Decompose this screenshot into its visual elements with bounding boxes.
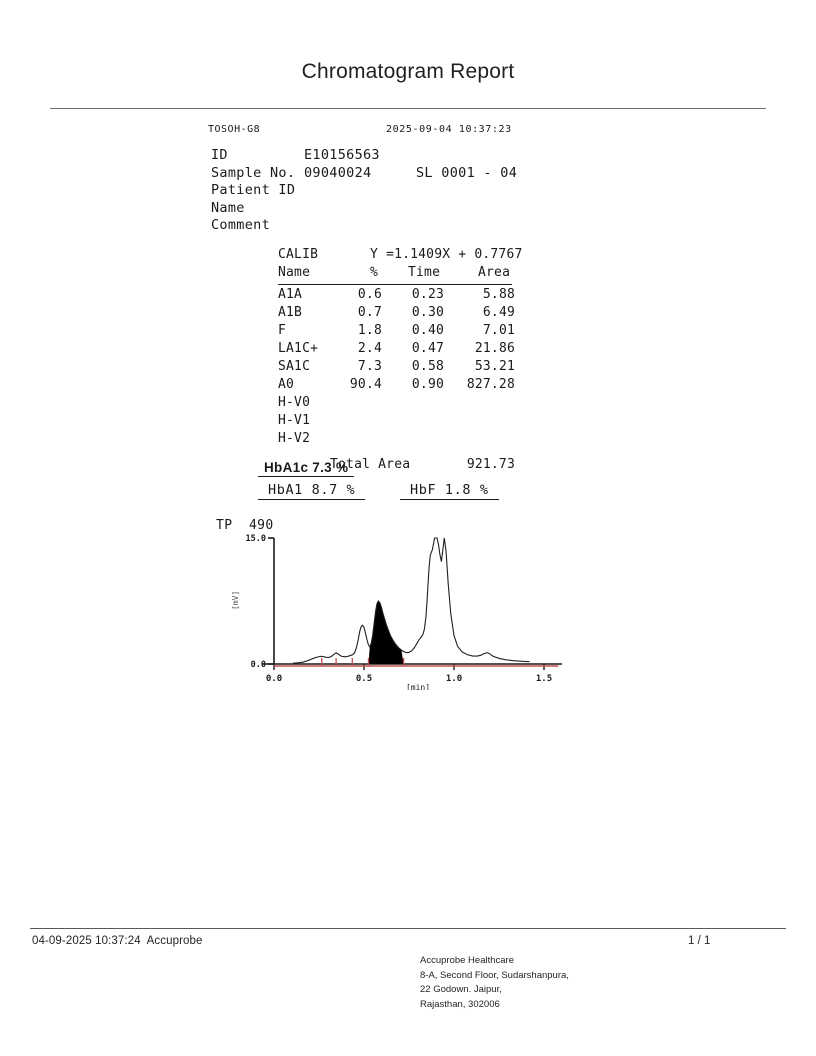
plot-content (274, 537, 559, 667)
table-row: A1A 0.6 0.23 5.88 (278, 287, 528, 305)
x-tick-label-0: 0.0 (266, 674, 282, 684)
field-row-sample-no: Sample No. 09040024 SL 0001 - 04 (208, 165, 608, 182)
title-divider (50, 108, 766, 109)
table-row: SA1C 7.3 0.58 53.21 (278, 359, 528, 377)
chromatogram: TP 490 15.0 0.0 [mV] 0.0 0.5 1.0 1.5 [mi… (214, 518, 574, 690)
x-axis-label: [min] (406, 683, 430, 690)
total-area-value: 921.73 (466, 457, 515, 472)
cell-percent: 7.3 (357, 359, 382, 374)
x-tick-label-3: 1.5 (536, 674, 552, 684)
footer-address: Accuprobe Healthcare 8-A, Second Floor, … (420, 954, 569, 1012)
field-row-id: ID E10156563 (208, 147, 608, 164)
cell-time: 0.58 (411, 359, 444, 374)
address-line: Accuprobe Healthcare (420, 955, 514, 966)
table-row: F 1.8 0.40 7.01 (278, 323, 528, 341)
table-row: A0 90.4 0.90 827.28 (278, 377, 528, 395)
cell-time: 0.40 (411, 323, 444, 338)
cell-area: 7.01 (482, 323, 515, 338)
cell-name: SA1C (278, 359, 311, 374)
filled-peak-sa1c (368, 601, 404, 664)
chromatogram-trace (292, 537, 530, 664)
cell-percent: 0.6 (357, 287, 382, 302)
calibration-label: CALIB (278, 247, 319, 262)
machine-name: TOSOH-G8 (208, 124, 261, 135)
field-row-patient-id: Patient ID (208, 182, 608, 199)
footer-page-number: 1 / 1 (688, 935, 711, 947)
table-row: A1B 0.7 0.30 6.49 (278, 305, 528, 323)
tp-label: TP 490 (216, 518, 274, 533)
y-tick-label-min: 0.0 (251, 660, 266, 670)
tp-value: 490 (248, 518, 274, 533)
field-label: Patient ID (211, 182, 296, 199)
cell-area: 5.88 (482, 287, 515, 302)
footer-timestamp: 04-09-2025 10:37:24 Accuprobe (32, 935, 203, 947)
y-tick-label-max: 15.0 (246, 534, 266, 544)
total-area-label: Total Area (330, 457, 411, 472)
cell-percent: 2.4 (357, 341, 382, 356)
address-line: 22 Godown. Jaipur, (420, 984, 502, 995)
cell-area: 827.28 (466, 377, 515, 392)
cell-time: 0.30 (411, 305, 444, 320)
field-row-comment: Comment (208, 217, 608, 234)
machine-row: TOSOH-G8 2025-09-04 10:37:23 (208, 124, 608, 141)
cell-area: 21.86 (474, 341, 515, 356)
x-tick-label-2: 1.0 (446, 674, 462, 684)
field-row-name: Name (208, 200, 608, 217)
cell-percent: 1.8 (357, 323, 382, 338)
cell-time: 0.90 (411, 377, 444, 392)
address-line: Rajasthan, 302006 (420, 998, 500, 1010)
integration-marks (321, 658, 405, 666)
table-row: H-V1 (278, 413, 528, 431)
field-label: Comment (211, 216, 270, 233)
x-tick-label-1: 0.5 (356, 674, 372, 684)
sample-id-block: ID E10156563 Sample No. 09040024 SL 0001… (208, 147, 608, 234)
field-value-secondary: SL 0001 - 04 (416, 164, 518, 181)
cell-name: F (278, 323, 287, 338)
calibration-equation: Y =1.1409X + 0.7767 (370, 247, 523, 262)
field-label: Sample No. (211, 164, 296, 181)
calibration-row: CALIB Y =1.1409X + 0.7767 (278, 247, 528, 265)
hba1c-result: HbA1c 7.3 % (258, 460, 355, 477)
page-title: Chromatogram Report (301, 60, 515, 83)
footer-divider (30, 928, 786, 929)
total-area-row: Total Area 921.73 (278, 457, 528, 477)
cell-area: 53.21 (474, 359, 515, 374)
cell-name: H-V2 (278, 431, 311, 446)
cell-name: LA1C+ (278, 341, 319, 356)
column-header-time: Time (408, 265, 441, 280)
field-value: E10156563 (304, 147, 380, 164)
chromatogram-plot: 15.0 0.0 [mV] 0.0 0.5 1.0 1.5 [min] (231, 534, 562, 690)
field-value: 09040024 (304, 164, 372, 181)
cell-percent: 90.4 (349, 377, 382, 392)
run-datetime: 2025-09-04 10:37:23 (386, 124, 512, 135)
tp-key: TP (216, 518, 233, 533)
table-row: H-V0 (278, 395, 528, 413)
column-header-name: Name (278, 265, 311, 280)
table-header-divider (278, 284, 512, 285)
instrument-header: TOSOH-G8 2025-09-04 10:37:23 ID E1015656… (208, 124, 608, 234)
hba1-result: HbA1 8.7 % (258, 482, 366, 500)
cell-percent: 0.7 (357, 305, 382, 320)
cell-name: A1A (278, 287, 303, 302)
y-axis-label: [mV] (231, 591, 240, 610)
table-row: H-V2 (278, 431, 528, 449)
table-row: LA1C+ 2.4 0.47 21.86 (278, 341, 528, 359)
cell-name: A0 (278, 377, 295, 392)
cell-time: 0.47 (411, 341, 444, 356)
cell-area: 6.49 (482, 305, 515, 320)
field-label: ID (211, 147, 228, 164)
table-header-row: Name % Time Area (278, 265, 511, 280)
cell-name: H-V0 (278, 395, 311, 410)
field-label: Name (211, 199, 245, 216)
address-line: 8-A, Second Floor, Sudarshanpura, (420, 969, 569, 981)
cell-name: A1B (278, 305, 303, 320)
cell-name: H-V1 (278, 413, 311, 428)
cell-time: 0.23 (411, 287, 444, 302)
hbf-result: HbF 1.8 % (400, 482, 499, 500)
peak-table: CALIB Y =1.1409X + 0.7767 Name % Time Ar… (278, 247, 528, 477)
column-header-percent: % (370, 265, 379, 280)
